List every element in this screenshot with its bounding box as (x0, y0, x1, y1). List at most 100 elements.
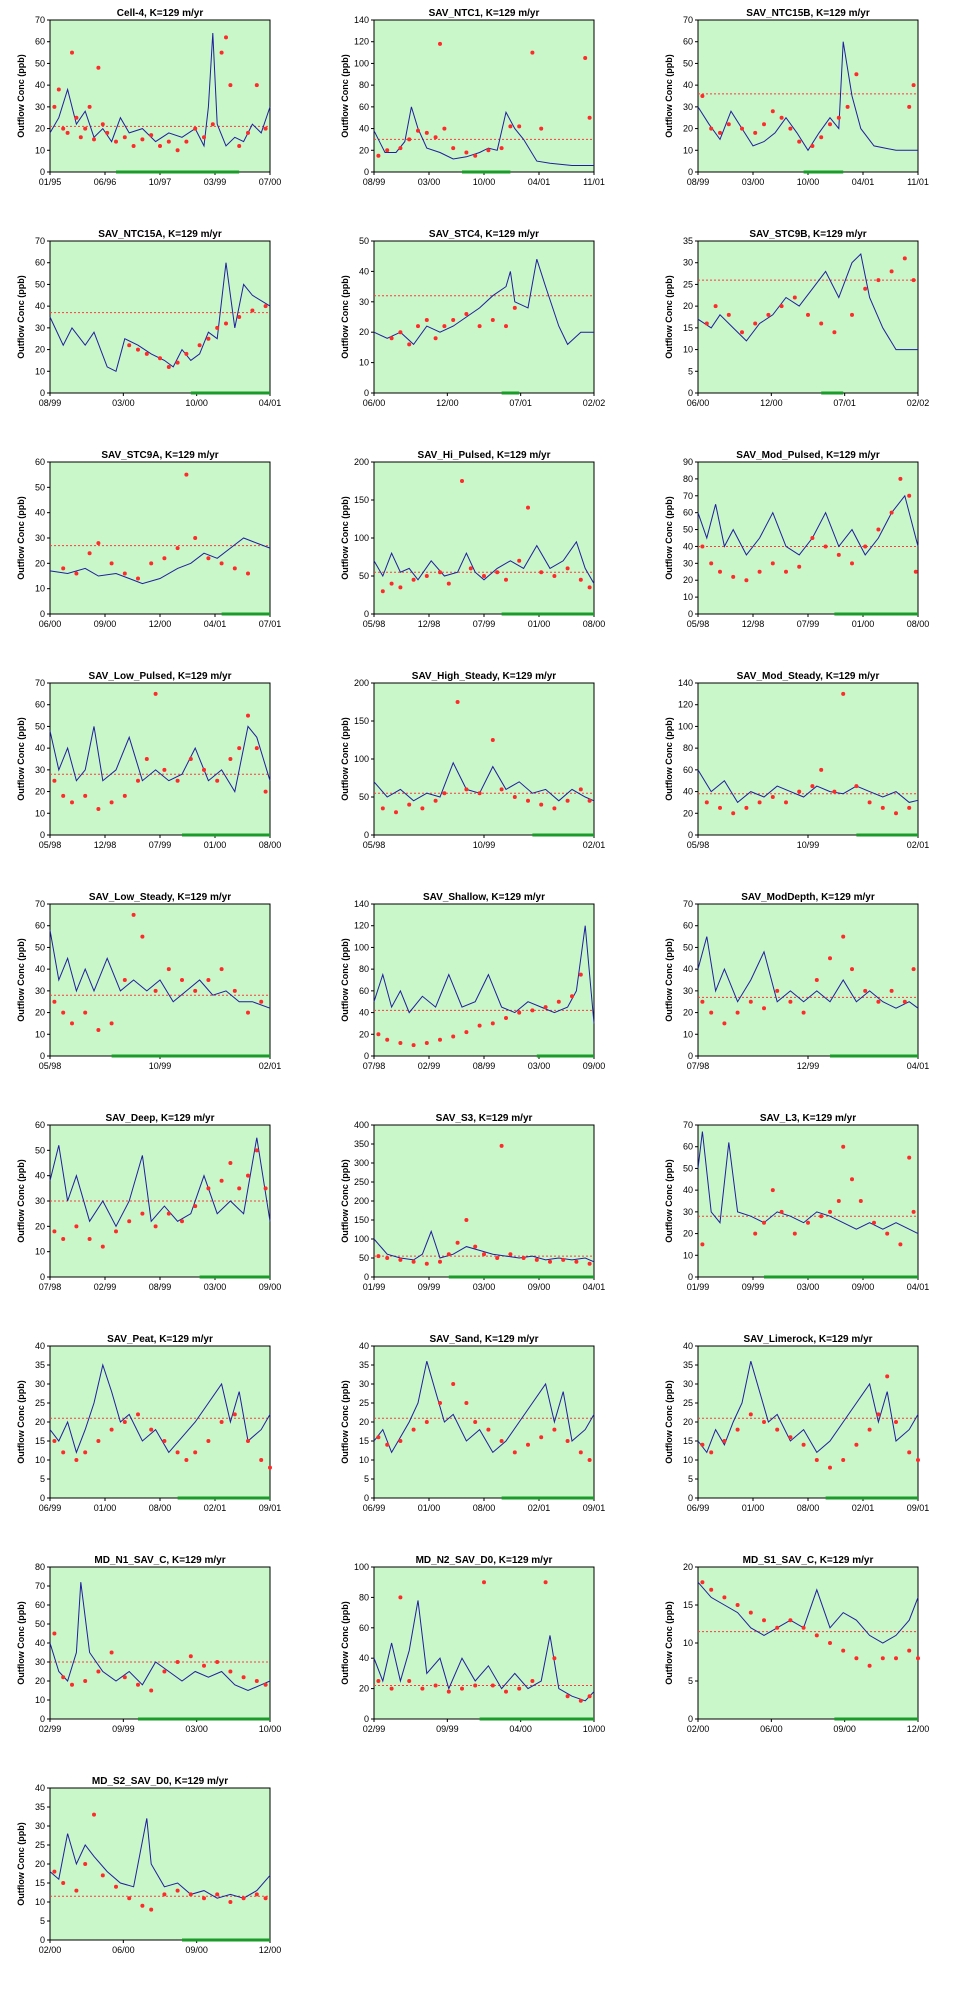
y-tick-label: 10 (35, 1247, 45, 1257)
y-tick-label: 40 (359, 1653, 369, 1663)
data-point (512, 305, 517, 310)
x-tick-label: 12/00 (436, 398, 459, 408)
y-tick-label: 100 (354, 58, 369, 68)
data-point (424, 130, 429, 135)
y-tick-label: 100 (354, 942, 369, 952)
y-tick-label: 400 (354, 1120, 369, 1130)
plot-area (49, 19, 271, 173)
data-point (376, 1435, 381, 1440)
data-point (850, 561, 854, 566)
data-point (166, 1211, 171, 1216)
data-point (700, 1242, 705, 1247)
data-point (175, 1660, 180, 1664)
data-point (819, 321, 824, 326)
data-point (389, 581, 394, 586)
chart-svg: SAV_L3, K=129 m/yr 0 10 20 30 40 50 60 70 01/99 09… (664, 1113, 929, 1292)
x-tick-label: 09/99 (112, 1724, 135, 1734)
y-tick-label: 60 (35, 1120, 45, 1130)
data-point (61, 1450, 66, 1455)
y-axis-label: Outflow Conc (ppb) (664, 275, 674, 358)
y-tick-label: 20 (683, 1229, 693, 1239)
data-point (380, 589, 385, 594)
data-point (52, 1869, 57, 1874)
data-point (512, 795, 517, 799)
y-tick-label: 30 (359, 1379, 369, 1389)
chart-svg: MD_N2_SAV_D0, K=129 m/yr 0 20 40 60 80 100 02/9… (340, 1555, 605, 1734)
y-tick-label: 20 (683, 301, 693, 311)
data-point (885, 1374, 890, 1379)
data-point (543, 1005, 548, 1010)
data-point (376, 153, 381, 158)
data-point (83, 126, 88, 131)
y-tick-label: 10 (35, 808, 45, 818)
y-tick-label: 35 (359, 1360, 369, 1370)
data-point (263, 1896, 268, 1901)
data-point (420, 1686, 425, 1691)
y-axis-label: Outflow Conc (ppb) (16, 1601, 26, 1684)
y-tick-label: 40 (683, 787, 693, 797)
y-axis-label: Outflow Conc (ppb) (664, 1159, 674, 1242)
data-point (87, 551, 92, 556)
data-point (770, 795, 775, 799)
x-tick-label: 05/98 (687, 619, 710, 629)
data-point (841, 1648, 846, 1653)
x-tick-label: 02/01 (907, 840, 930, 850)
data-point (788, 126, 793, 131)
data-point (753, 321, 758, 326)
y-tick-label: 25 (359, 1398, 369, 1408)
data-point (398, 1257, 403, 1262)
data-point (797, 789, 802, 794)
data-point (587, 1694, 592, 1699)
x-tick-label: 02/01 (204, 1503, 227, 1513)
data-point (850, 312, 854, 317)
data-point (482, 574, 486, 578)
y-tick-label: 80 (359, 1592, 369, 1602)
data-point (779, 304, 784, 309)
y-tick-label: 80 (683, 743, 693, 753)
data-point (74, 571, 79, 576)
data-point (162, 1669, 167, 1674)
y-tick-label: 50 (359, 1253, 369, 1263)
y-tick-label: 0 (688, 830, 693, 840)
data-point (907, 1450, 912, 1455)
plot-area (49, 461, 271, 615)
x-tick-label: 09/00 (259, 1282, 282, 1292)
x-tick-label: 12/00 (259, 1945, 282, 1955)
data-point (854, 72, 859, 77)
data-point (61, 1675, 66, 1680)
data-point (438, 1401, 442, 1405)
data-point (206, 1439, 211, 1443)
chart-panel: SAV_Limerock, K=129 m/yr 0 5 10 15 20 25 30 35 40… (658, 1331, 958, 1541)
data-point (770, 109, 775, 114)
x-tick-label: 07/99 (149, 840, 172, 850)
data-point (162, 767, 167, 772)
y-tick-label: 40 (35, 964, 45, 974)
data-point (153, 1224, 158, 1229)
y-tick-label: 50 (35, 1619, 45, 1629)
data-point (556, 999, 561, 1004)
series-line (49, 537, 271, 585)
data-point (442, 126, 447, 131)
chart-panel: MD_N1_SAV_C, K=129 m/yr 0 10 20 30 40 50 60 70 80… (10, 1552, 310, 1762)
x-tick-label: 10/00 (797, 177, 820, 187)
chart-title: SAV_NTC15A, K=129 m/yr (98, 229, 222, 240)
data-point (376, 1254, 381, 1259)
data-point (259, 1458, 264, 1462)
data-point (193, 1204, 198, 1209)
x-tick-label: 02/00 (39, 1945, 62, 1955)
plot-area (697, 19, 919, 173)
y-tick-label: 60 (683, 1142, 693, 1152)
data-point (845, 104, 850, 109)
data-point (140, 1903, 145, 1908)
chart-svg: SAV_STC9A, K=129 m/yr 0 10 20 30 40 50 60 06/00 0… (16, 450, 281, 629)
data-point (587, 585, 592, 590)
y-tick-label: 0 (364, 1493, 369, 1503)
y-tick-label: 20 (359, 145, 369, 155)
data-point (114, 139, 118, 144)
x-tick-label: 12/98 (94, 840, 117, 850)
y-tick-label: 35 (35, 1360, 45, 1370)
y-tick-label: 120 (678, 700, 693, 710)
x-tick-label: 02/99 (94, 1282, 117, 1292)
y-tick-label: 50 (359, 236, 369, 246)
data-point (398, 1439, 403, 1443)
